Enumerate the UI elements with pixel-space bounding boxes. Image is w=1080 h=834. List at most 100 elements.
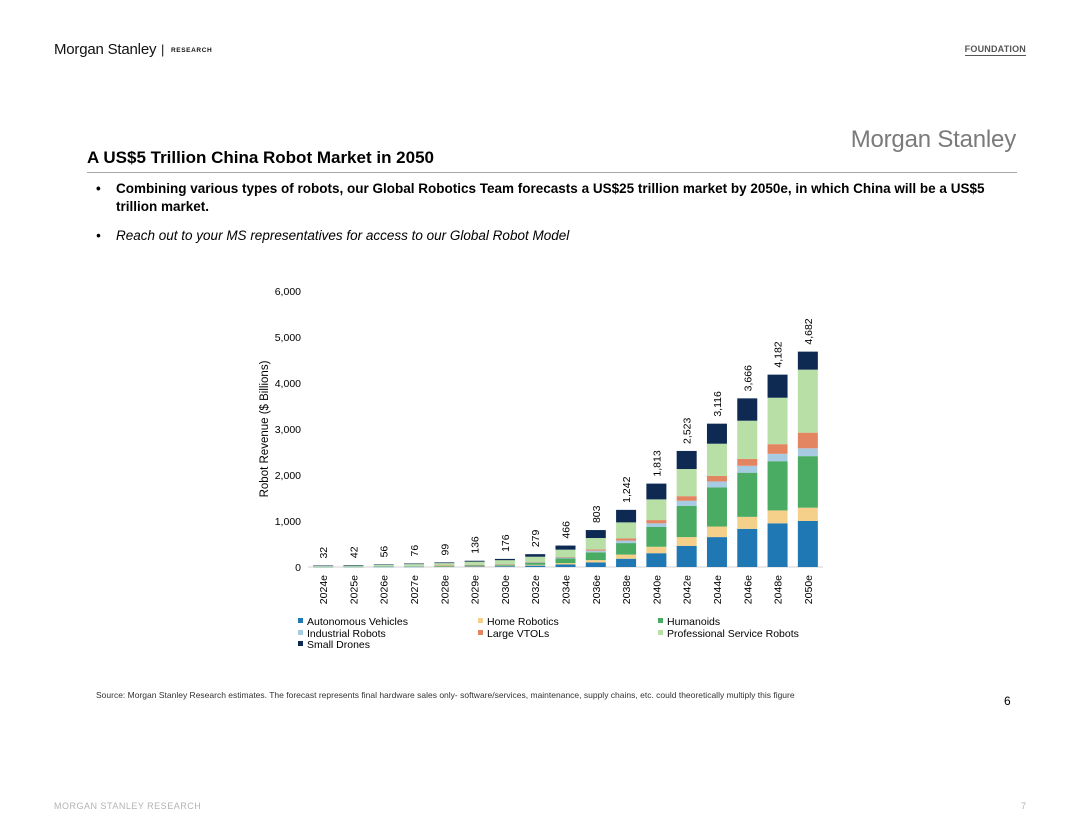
title-divider — [87, 172, 1017, 173]
bar-segment-small-drones — [797, 351, 818, 370]
legend-item: Autonomous Vehicles — [298, 616, 408, 628]
bar-total-label: 2,523 — [682, 418, 694, 444]
x-tick-label: 2025e — [348, 575, 360, 604]
bar-segment-humanoids — [373, 566, 394, 567]
legend-item: Large VTOLs — [478, 628, 549, 640]
bar-segment-small-drones — [464, 560, 485, 562]
legend-item: Small Drones — [298, 639, 370, 651]
bar-total-label: 136 — [470, 536, 482, 554]
bar-segment-home-robotics — [555, 563, 576, 565]
bar-segment-home-robotics — [706, 526, 727, 538]
x-tick-label: 2034e — [561, 575, 573, 604]
bar-total-label: 4,182 — [773, 341, 785, 367]
bar-segment-industrial-robots — [555, 557, 576, 559]
bar-segment-autonomous-vehicles — [616, 558, 637, 567]
legend-label: Home Robotics — [487, 616, 559, 628]
bar-total-label: 176 — [500, 534, 512, 552]
bar-total-label: 1,242 — [621, 476, 633, 502]
bar-segment-autonomous-vehicles — [706, 537, 727, 567]
bar-segment-humanoids — [676, 505, 697, 538]
legend-label: Small Drones — [307, 639, 371, 651]
bar-segment-large-vtols — [434, 565, 455, 566]
legend-item: Professional Service Robots — [658, 628, 799, 640]
bar-segment-professional-service-robots — [616, 522, 637, 539]
bar-segment-home-robotics — [494, 565, 515, 567]
bullet-symbol: • — [96, 181, 101, 196]
bar-segment-industrial-robots — [797, 448, 818, 457]
bar-segment-professional-service-robots — [706, 443, 727, 476]
bar-segment-autonomous-vehicles — [676, 545, 697, 567]
bar-segment-humanoids — [313, 566, 334, 568]
bar-segment-home-robotics — [434, 566, 455, 567]
bar-segment-large-vtols — [494, 564, 515, 565]
x-tick-label: 2048e — [773, 575, 785, 604]
legend-swatch — [478, 629, 483, 635]
x-tick-label: 2038e — [621, 575, 633, 604]
bar-segment-autonomous-vehicles — [494, 566, 515, 567]
bar-segment-autonomous-vehicles — [767, 523, 788, 567]
legend-swatch — [478, 618, 483, 623]
legend-label: Industrial Robots — [307, 627, 386, 640]
bar-segment-small-drones — [525, 554, 546, 557]
bar-segment-large-vtols — [676, 496, 697, 501]
bar-total-label: 466 — [561, 521, 573, 539]
bar-segment-humanoids — [555, 558, 576, 564]
header-brand: Morgan Stanley — [54, 41, 157, 58]
bar-segment-home-robotics — [676, 537, 697, 546]
bar-segment-professional-service-robots — [585, 538, 606, 550]
bar-total-label: 3,116 — [712, 391, 724, 417]
legend-swatch — [658, 629, 663, 635]
bar-total-label: 99 — [439, 544, 451, 556]
bullet-point: • Reach out to your MS representatives f… — [96, 227, 1021, 245]
bar-total-label: 76 — [409, 545, 421, 557]
slide-page-number: 6 — [1004, 694, 1011, 708]
bar-total-label: 32 — [318, 547, 330, 559]
bar-segment-small-drones — [373, 564, 394, 565]
bar-segment-professional-service-robots — [767, 397, 788, 445]
bar-segment-autonomous-vehicles — [646, 553, 667, 567]
x-tick-label: 2044e — [712, 575, 724, 604]
bullet-point: • Combining various types of robots, our… — [96, 180, 1021, 216]
source-note: Source: Morgan Stanley Research estimate… — [96, 690, 795, 700]
bar-segment-home-robotics — [616, 554, 637, 559]
bar-segment-humanoids — [404, 566, 425, 567]
y-tick-label: 1,000 — [275, 516, 301, 528]
bar-segment-small-drones — [313, 565, 334, 567]
bar-segment-industrial-robots — [646, 523, 667, 527]
bar-segment-industrial-robots — [373, 566, 394, 567]
bar-segment-professional-service-robots — [525, 556, 546, 562]
y-axis-title: Robot Revenue ($ Billions) — [259, 360, 271, 497]
legend-swatch — [658, 618, 663, 623]
bar-segment-small-drones — [434, 562, 455, 564]
bar-segment-small-drones — [494, 558, 515, 561]
bar-segment-humanoids — [494, 564, 515, 566]
slide-title: A US$5 Trillion China Robot Market in 20… — [87, 148, 434, 167]
bar-segment-home-robotics — [767, 510, 788, 524]
legend-swatch — [298, 641, 303, 646]
bar-segment-industrial-robots — [676, 500, 697, 506]
bar-segment-industrial-robots — [404, 565, 425, 567]
bar-segment-home-robotics — [464, 566, 485, 567]
bar-segment-home-robotics — [585, 560, 606, 563]
bar-segment-home-robotics — [404, 566, 425, 568]
bar-segment-professional-service-robots — [464, 561, 485, 565]
x-tick-label: 2036e — [591, 575, 603, 604]
bar-segment-large-vtols — [767, 444, 788, 454]
bar-segment-home-robotics — [525, 564, 546, 566]
bar-segment-professional-service-robots — [434, 563, 455, 566]
header-research-label: RESEARCH — [171, 47, 213, 54]
bar-segment-industrial-robots — [737, 465, 758, 473]
bar-segment-large-vtols — [646, 520, 667, 524]
legend-label: Large VTOLs — [487, 627, 550, 640]
bar-segment-small-drones — [676, 450, 697, 470]
legend-item: Home Robotics — [478, 616, 559, 628]
legend-swatch — [298, 618, 303, 623]
bar-segment-large-vtols — [555, 557, 576, 558]
bar-segment-small-drones — [737, 398, 758, 421]
bar-segment-professional-service-robots — [737, 420, 758, 459]
bar-segment-large-vtols — [525, 561, 546, 563]
x-tick-label: 2032e — [530, 575, 542, 604]
x-tick-label: 2030e — [500, 575, 512, 604]
bar-segment-humanoids — [585, 552, 606, 561]
